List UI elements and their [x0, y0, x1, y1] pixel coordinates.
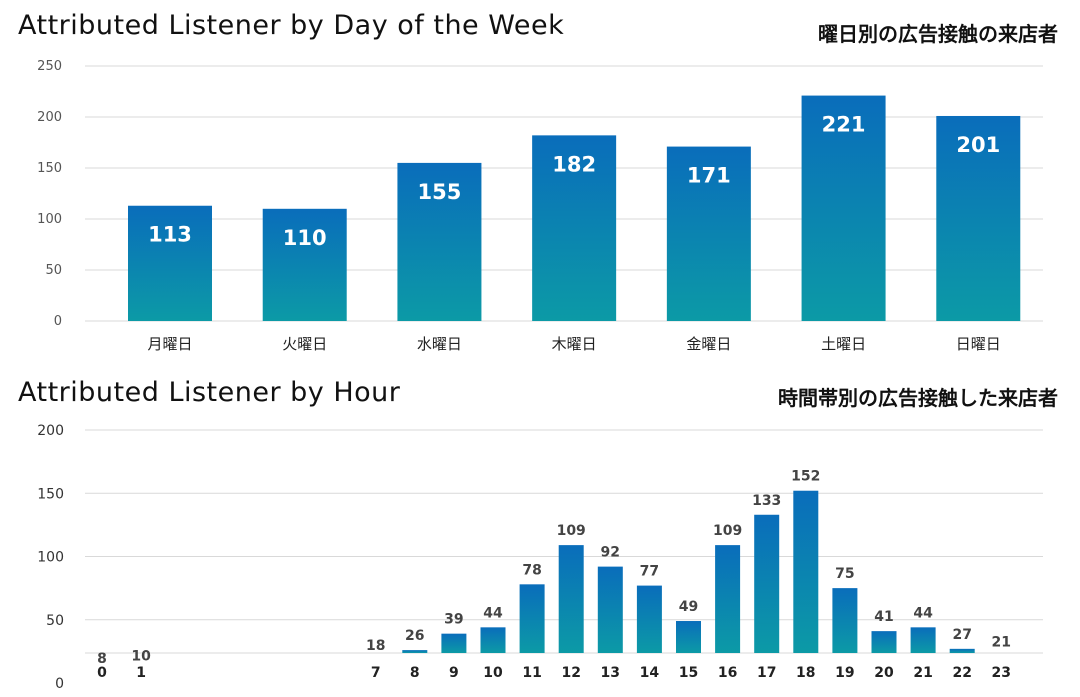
hour-category-label: 13	[601, 665, 620, 681]
day-category-label: 木曜日	[552, 335, 597, 353]
hour-category-label: 0	[97, 665, 107, 681]
hour-bar-value-label: 109	[713, 523, 742, 539]
hour-bar-value-label: 18	[366, 638, 385, 654]
hour-bar-value-label: 92	[601, 545, 620, 561]
hour-category-label: 10	[483, 665, 503, 681]
day-chart-subtitle: 曜日別の広告接触の来店者	[818, 22, 1058, 46]
hour-category-label: 12	[561, 665, 580, 681]
hour-category-label: 1	[136, 665, 146, 681]
day-bar	[666, 146, 751, 321]
hour-bar-value-label: 49	[679, 599, 698, 615]
day-y-tick-label: 200	[37, 110, 62, 125]
hour-bar-value-label: 8	[97, 651, 107, 667]
hour-y-tick-label: 150	[37, 486, 64, 502]
day-y-tick-label: 50	[45, 263, 62, 278]
hour-bar-value-label: 75	[835, 566, 854, 582]
hour-bar	[636, 585, 662, 653]
hour-y-tick-label: 100	[37, 550, 64, 566]
hour-bar-value-label: 77	[640, 564, 659, 580]
hour-y-tick-label: 50	[46, 613, 64, 629]
hour-category-label: 19	[835, 665, 854, 681]
hour-category-label: 16	[718, 665, 737, 681]
hour-y-tick-label: 0	[55, 676, 64, 692]
hour-bar-value-label: 21	[992, 634, 1011, 650]
day-bar	[262, 208, 347, 321]
day-category-label: 金曜日	[686, 335, 731, 353]
hour-bar-value-label: 26	[405, 628, 424, 644]
hour-bar	[519, 584, 545, 653]
day-bar	[936, 115, 1021, 321]
hour-category-label: 7	[371, 665, 381, 681]
day-of-week-chart: 0 50 100 150 200 250 113 月曜日 110 火曜日 155 水曜日 182 木曜日 1…	[37, 59, 1043, 353]
day-bar	[801, 95, 886, 321]
hour-category-label: 18	[796, 665, 815, 681]
hour-chart: 0501001502008010118726839944107811109129…	[37, 423, 1043, 692]
day-y-tick-label: 100	[37, 212, 62, 227]
hour-bar	[597, 566, 623, 653]
hour-category-label: 15	[679, 665, 698, 681]
hour-bar-value-label: 39	[444, 612, 463, 628]
hour-bar	[754, 514, 780, 653]
hour-category-label: 21	[913, 665, 932, 681]
hour-bar-value-label: 44	[913, 605, 933, 621]
day-category-label: 土曜日	[821, 335, 866, 353]
day-y-tick-label: 250	[37, 59, 62, 74]
hour-bar	[910, 627, 936, 653]
hour-category-label: 23	[992, 665, 1011, 681]
hour-bar	[793, 490, 819, 653]
day-bar	[397, 162, 482, 321]
hour-bar-value-label: 27	[952, 627, 971, 643]
day-bar-value-label: 171	[687, 164, 731, 188]
hour-bar	[441, 633, 467, 653]
hour-chart-subtitle: 時間帯別の広告接触した来店者	[778, 386, 1058, 410]
hour-bar	[871, 631, 897, 653]
hour-bar	[715, 545, 741, 653]
day-y-tick-label: 150	[37, 161, 62, 176]
hour-category-label: 9	[449, 665, 459, 681]
hour-chart-title: Attributed Listener by Hour	[18, 377, 401, 408]
day-bar-value-label: 182	[552, 152, 596, 176]
day-category-label: 日曜日	[956, 335, 1001, 353]
hour-bar-value-label: 10	[131, 648, 151, 664]
hour-bar-value-label: 41	[874, 609, 893, 625]
hour-bar-value-label: 78	[522, 562, 541, 578]
day-chart-title: Attributed Listener by Day of the Week	[18, 10, 565, 41]
day-bar-value-label: 113	[148, 223, 192, 247]
hour-category-label: 20	[874, 665, 894, 681]
hour-category-label: 11	[522, 665, 541, 681]
day-bar-value-label: 201	[956, 133, 1000, 157]
hour-category-label: 8	[410, 665, 420, 681]
hour-bar	[558, 545, 584, 653]
hour-category-label: 14	[640, 665, 660, 681]
hour-bar-value-label: 152	[791, 469, 820, 485]
hour-bar-value-label: 133	[752, 493, 781, 509]
hour-bar	[949, 648, 975, 653]
day-bar-value-label: 221	[822, 113, 866, 137]
hour-bar	[676, 621, 701, 653]
day-category-label: 水曜日	[417, 335, 462, 353]
day-category-label: 火曜日	[282, 335, 327, 353]
day-bar-value-label: 110	[283, 226, 327, 250]
hour-bar-value-label: 109	[557, 523, 586, 539]
hour-bar	[480, 627, 506, 653]
hour-bar-value-label: 44	[483, 605, 503, 621]
hour-bar	[402, 650, 428, 653]
hour-y-tick-label: 200	[37, 423, 64, 439]
hour-bar	[832, 588, 858, 653]
day-y-tick-label: 0	[54, 314, 62, 329]
day-bar	[128, 205, 212, 321]
day-bar-value-label: 155	[418, 180, 462, 204]
day-category-label: 月曜日	[147, 335, 192, 353]
hour-category-label: 17	[757, 665, 776, 681]
day-bar	[532, 135, 617, 321]
hour-category-label: 22	[952, 665, 971, 681]
